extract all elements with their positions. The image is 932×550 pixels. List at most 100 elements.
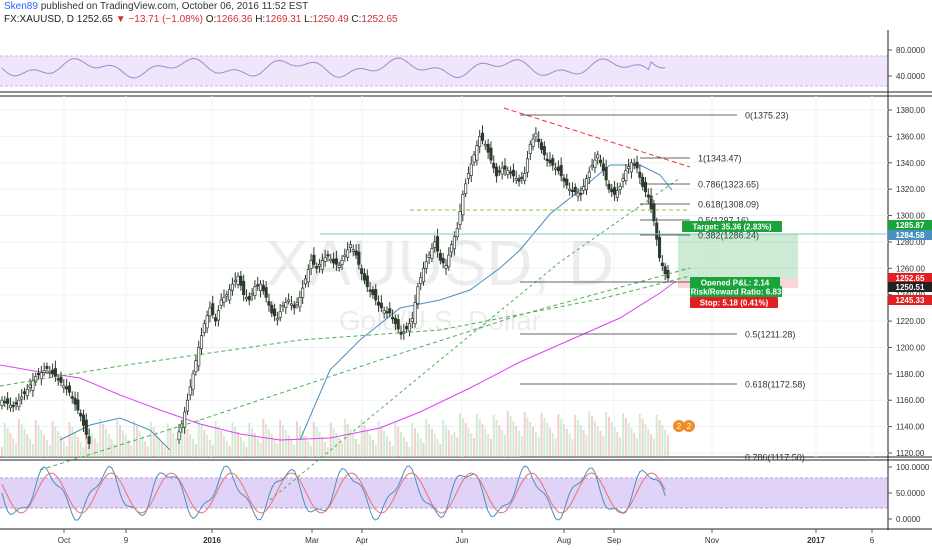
- volume-bar: [31, 444, 34, 457]
- volume-bar: [194, 444, 197, 457]
- candle-body: [70, 396, 74, 399]
- volume-bar: [65, 446, 68, 457]
- candle-body: [278, 311, 282, 318]
- long-position[interactable]: Target: 35.36 (2.83%) Opened P&L: 2.14Ris…: [678, 221, 798, 308]
- volume-bar: [40, 430, 43, 457]
- rsi-tick-label: 80.0000: [896, 46, 925, 55]
- volume-bar: [355, 439, 358, 457]
- volume-bar: [554, 438, 557, 457]
- volume-bar: [579, 425, 582, 457]
- volume-bar: [231, 422, 234, 457]
- volume-bar: [568, 434, 571, 457]
- volume-bar: [571, 439, 574, 457]
- y-tick-label: 1300.00: [896, 212, 925, 221]
- volume-bar: [433, 434, 436, 457]
- candle-body: [621, 178, 625, 182]
- candle-body: [511, 169, 515, 177]
- candle-body: [607, 183, 611, 190]
- candle-body: [413, 302, 417, 325]
- volume-bar: [610, 422, 613, 457]
- symbol-label[interactable]: FX:XAUUSD, D: [4, 14, 75, 25]
- candle-body: [613, 187, 617, 195]
- volume-bar: [220, 431, 223, 457]
- candle-body: [371, 289, 375, 296]
- support-trendline-lower: [39, 267, 691, 471]
- stop-label: Stop: 5.18 (0.41%): [700, 299, 769, 308]
- volume-bar: [430, 429, 433, 457]
- volume-bar: [593, 421, 596, 457]
- volume-bar: [119, 425, 122, 457]
- volume-bar: [425, 419, 428, 457]
- candle-body: [275, 318, 279, 321]
- volume-bar: [518, 431, 521, 457]
- volume-bar: [256, 438, 259, 457]
- volume-bar: [346, 424, 349, 457]
- indicator-icons[interactable]: 2 2: [673, 420, 695, 432]
- volume-bar: [526, 417, 529, 457]
- volume-bar: [79, 442, 82, 457]
- volume-bar: [189, 434, 192, 457]
- candle-body: [59, 376, 63, 383]
- volume-bar: [326, 447, 329, 457]
- candle-body: [584, 178, 589, 191]
- x-tick-label: Nov: [705, 536, 719, 545]
- volume-bar: [624, 418, 627, 457]
- author-link[interactable]: Sken89: [4, 1, 38, 12]
- volume-bar: [512, 421, 515, 457]
- candle-body: [514, 178, 518, 181]
- volume-bar: [318, 432, 321, 457]
- volume-bar: [239, 437, 242, 457]
- volume-bar: [377, 421, 380, 457]
- volume-bar: [96, 443, 99, 457]
- candle-body: [407, 323, 412, 332]
- candle-body: [376, 301, 381, 306]
- candle-body: [393, 318, 397, 325]
- high-value: 1269.31: [265, 14, 302, 25]
- y-tick-label: 1260.00: [896, 264, 925, 273]
- candle-body: [225, 294, 229, 297]
- volume-bar: [20, 424, 23, 457]
- volume-bar: [661, 425, 664, 457]
- y-tick-label: 1180.00: [896, 370, 925, 379]
- volume-bar: [54, 426, 57, 457]
- volume-bar: [48, 445, 51, 457]
- publish-line: Sken89 published on TradingView.com, Oct…: [4, 1, 308, 12]
- time-axis[interactable]: Oct 9 2016 Mar Apr Jun Aug Sep Nov 2017 6: [58, 529, 875, 545]
- volume-bar: [456, 437, 459, 457]
- support-trendline-upper: [0, 275, 691, 387]
- candle-body: [56, 378, 60, 381]
- candle-body: [593, 159, 597, 168]
- candle-body: [22, 391, 27, 394]
- volume-bar: [197, 420, 200, 457]
- volume-bar: [121, 430, 124, 457]
- volume-bar: [200, 425, 203, 457]
- pnl-label-bg: [690, 277, 780, 288]
- price-tag: 1284.58: [896, 231, 925, 240]
- candle-body: [261, 284, 265, 292]
- low-label: L:: [304, 14, 313, 25]
- volume-bar: [127, 440, 130, 457]
- price-tag-bg: [888, 230, 932, 240]
- candle-body: [396, 319, 400, 330]
- volume-bar: [644, 424, 647, 457]
- volume-bar: [113, 444, 116, 457]
- candle-body: [430, 248, 434, 259]
- candle-body: [228, 289, 232, 301]
- volume-bar: [99, 419, 102, 457]
- volume-bar: [520, 436, 523, 457]
- volume-bar: [267, 429, 270, 457]
- candle-body: [51, 369, 55, 375]
- candle-body: [436, 236, 440, 252]
- volume-bar: [307, 441, 310, 457]
- volume-bar: [402, 437, 405, 457]
- close-value: 1252.65: [361, 14, 398, 25]
- volume-bar: [135, 426, 138, 457]
- watermark-name: Gold/U.S. Dollar: [339, 305, 541, 336]
- volume-bar: [12, 438, 15, 457]
- candle-body: [433, 241, 437, 248]
- candle-body: [317, 264, 322, 267]
- volume-bar: [265, 424, 268, 457]
- last-price: 1252.65: [76, 14, 113, 25]
- drawings[interactable]: [0, 107, 888, 501]
